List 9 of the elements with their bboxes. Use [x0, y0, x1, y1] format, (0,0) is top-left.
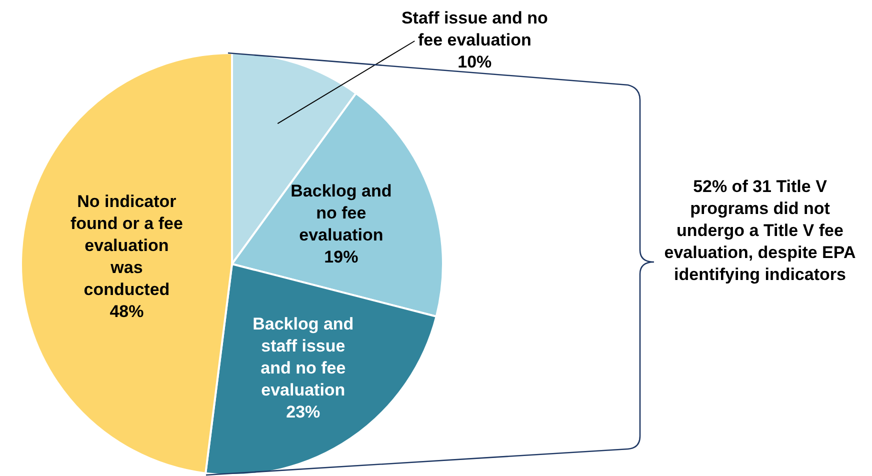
- slice-label: Backlog and staff issue and no fee evaluation: [252, 314, 354, 400]
- slice-label: Staff issue and no fee evaluation: [401, 8, 548, 50]
- data-label: 48%: [110, 302, 144, 322]
- slice-label: No indicator found or a fee evaluation was conducted: [70, 192, 183, 300]
- data-label: 10%: [458, 52, 492, 72]
- slice-label: Backlog and no fee evaluation: [290, 181, 392, 244]
- text: 52% of 31 Title V programs did not undergo a Title V fee evaluation, despite EPA identifying indicators: [663, 176, 857, 286]
- data-label: 19%: [324, 247, 358, 266]
- data-label: 23%: [286, 402, 320, 422]
